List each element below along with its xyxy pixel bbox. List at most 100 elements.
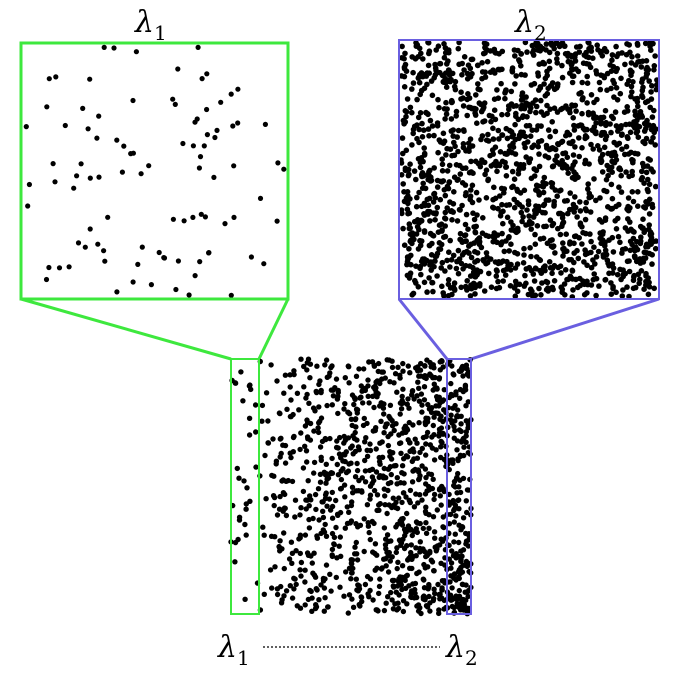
point <box>307 375 313 381</box>
point <box>569 268 576 274</box>
point <box>456 39 462 46</box>
point <box>353 416 359 422</box>
point <box>577 199 583 205</box>
point <box>321 469 327 475</box>
point <box>506 248 512 254</box>
point <box>415 114 422 121</box>
point <box>643 66 650 73</box>
point <box>310 515 316 522</box>
point <box>466 145 473 151</box>
point <box>572 144 578 150</box>
point <box>426 583 432 590</box>
point <box>460 562 466 568</box>
point <box>422 185 429 192</box>
point <box>616 184 622 190</box>
point <box>557 263 564 270</box>
point <box>102 258 108 264</box>
point <box>456 522 462 528</box>
point <box>527 286 534 293</box>
point <box>401 471 407 477</box>
point <box>457 395 463 401</box>
point <box>289 550 296 556</box>
point <box>629 54 635 60</box>
point <box>248 254 254 260</box>
point <box>584 278 590 285</box>
point <box>420 546 426 552</box>
point <box>483 167 490 173</box>
point <box>626 258 632 264</box>
point <box>327 507 334 513</box>
point <box>382 542 389 548</box>
point <box>451 539 457 545</box>
point <box>453 108 460 115</box>
point <box>436 104 442 111</box>
point <box>536 87 542 93</box>
point <box>585 109 592 116</box>
point <box>261 261 267 267</box>
point <box>619 246 626 253</box>
point <box>317 378 323 384</box>
point <box>509 69 516 75</box>
point <box>283 588 290 594</box>
point <box>335 387 341 394</box>
point <box>602 239 608 246</box>
point <box>277 410 283 417</box>
point <box>619 293 626 299</box>
point <box>533 254 540 260</box>
point <box>647 43 653 50</box>
point <box>430 288 436 295</box>
point <box>323 480 329 486</box>
point <box>454 134 461 140</box>
point <box>543 181 549 187</box>
point <box>302 602 308 608</box>
point <box>555 141 561 147</box>
point <box>490 238 497 245</box>
point <box>369 518 375 525</box>
point <box>451 83 458 90</box>
point <box>639 225 646 231</box>
point <box>441 234 447 240</box>
point <box>274 591 281 598</box>
point <box>443 79 449 86</box>
point <box>393 504 399 511</box>
point <box>508 219 514 225</box>
point <box>181 218 187 224</box>
point <box>453 513 459 519</box>
point <box>481 104 487 111</box>
point <box>575 284 581 291</box>
point <box>495 66 502 73</box>
point <box>609 57 615 63</box>
point <box>298 573 304 579</box>
point <box>232 380 238 386</box>
point <box>243 532 249 538</box>
point <box>461 128 467 134</box>
point <box>602 247 609 254</box>
point <box>435 96 441 103</box>
point <box>333 376 340 382</box>
point <box>376 454 382 461</box>
point <box>387 464 394 470</box>
point <box>526 159 532 166</box>
point <box>349 570 355 576</box>
point <box>586 61 592 68</box>
point <box>513 161 520 167</box>
point <box>43 276 50 283</box>
point <box>404 601 410 607</box>
point <box>317 444 324 450</box>
point <box>528 82 535 88</box>
point <box>446 162 453 169</box>
point <box>341 482 348 488</box>
point <box>549 119 555 125</box>
point <box>401 64 408 70</box>
point <box>631 274 637 280</box>
point <box>418 391 425 397</box>
point <box>358 383 364 389</box>
point <box>528 267 535 274</box>
point <box>334 555 340 561</box>
point <box>614 53 620 60</box>
point <box>513 110 519 117</box>
point <box>508 261 514 268</box>
point <box>303 497 309 503</box>
point <box>289 478 296 485</box>
point <box>381 607 388 614</box>
